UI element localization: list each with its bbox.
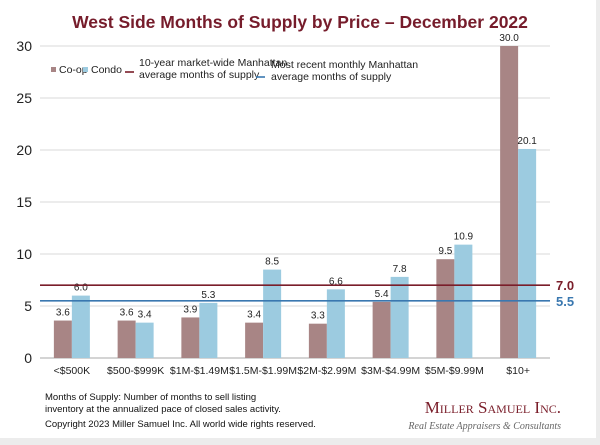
- data-label: 6.6: [329, 276, 343, 287]
- y-tick-label: 0: [24, 350, 32, 366]
- data-label: 3.4: [247, 310, 261, 321]
- data-label: 30.0: [499, 33, 519, 44]
- y-tick-label: 30: [16, 38, 32, 54]
- footnote-line1: Months of Supply: Number of months to se…: [45, 392, 256, 403]
- x-tick-label: $500-$999K: [107, 365, 164, 377]
- data-label: 3.4: [138, 310, 152, 321]
- legend-label-recent: Most recent monthly Manhattan: [271, 59, 418, 71]
- x-tick-label: <$500K: [54, 365, 91, 377]
- reference-line-label: 5.5: [556, 294, 574, 309]
- y-tick-label: 5: [24, 298, 32, 314]
- data-label: 7.8: [393, 264, 407, 275]
- footnote-line2: inventory at the annualized pace of clos…: [45, 404, 281, 415]
- x-tick-label: $10+: [506, 365, 530, 377]
- data-label: 5.3: [201, 290, 215, 301]
- legend-swatch-coop: [51, 67, 56, 72]
- legend-swatch-condo: [83, 67, 88, 72]
- legend-label-10yr: average months of supply: [139, 69, 260, 81]
- y-tick-label: 10: [16, 246, 32, 262]
- bar-condo: [71, 295, 90, 358]
- x-tick-label: $1M-$1.49M: [170, 365, 229, 377]
- bar-condo: [518, 148, 537, 358]
- bar-coop: [372, 301, 391, 358]
- data-label: 3.6: [56, 308, 70, 319]
- legend-label-condo: Condo: [91, 64, 122, 76]
- bar-coop: [53, 320, 72, 358]
- chart-panel: West Side Months of Supply by Price – De…: [0, 0, 596, 438]
- data-label: 3.6: [120, 308, 134, 319]
- bar-condo: [135, 322, 154, 358]
- bar-coop: [181, 317, 200, 358]
- data-label: 3.9: [183, 304, 197, 315]
- bar-coop: [117, 320, 136, 358]
- chart-title: West Side Months of Supply by Price – De…: [72, 12, 528, 32]
- bar-coop: [308, 323, 327, 358]
- logo-tagline: Real Estate Appraisers & Consultants: [407, 421, 561, 432]
- data-label: 9.5: [438, 246, 452, 257]
- x-tick-label: $5M-$9.99M: [425, 365, 484, 377]
- logo-name: Miller Samuel Inc.: [425, 398, 561, 417]
- reference-line-label: 7.0: [556, 278, 574, 293]
- y-tick-label: 15: [16, 194, 32, 210]
- legend-label-10yr: 10-year market-wide Manhattan: [139, 57, 287, 69]
- y-tick-label: 20: [16, 142, 32, 158]
- x-tick-label: $1.5M-$1.99M: [229, 365, 297, 377]
- data-label: 6.0: [74, 283, 88, 294]
- x-tick-label: $2M-$2.99M: [297, 365, 356, 377]
- bar-condo: [390, 276, 409, 358]
- bar-coop: [436, 259, 455, 358]
- data-label: 10.9: [454, 232, 474, 243]
- bar-coop: [245, 322, 264, 358]
- data-label: 5.4: [375, 289, 389, 300]
- data-label: 20.1: [517, 136, 537, 147]
- bar-condo: [263, 269, 282, 358]
- bar-condo: [326, 289, 345, 358]
- legend-label-coop: Co-op: [59, 64, 88, 76]
- x-tick-label: $3M-$4.99M: [361, 365, 420, 377]
- copyright: Copyright 2023 Miller Samuel Inc. All wo…: [45, 419, 316, 430]
- bar-condo: [199, 302, 218, 358]
- data-label: 8.5: [265, 257, 279, 268]
- y-tick-label: 25: [16, 90, 32, 106]
- legend-label-recent: average months of supply: [271, 71, 392, 83]
- bar-coop: [500, 46, 519, 358]
- data-label: 3.3: [311, 311, 325, 322]
